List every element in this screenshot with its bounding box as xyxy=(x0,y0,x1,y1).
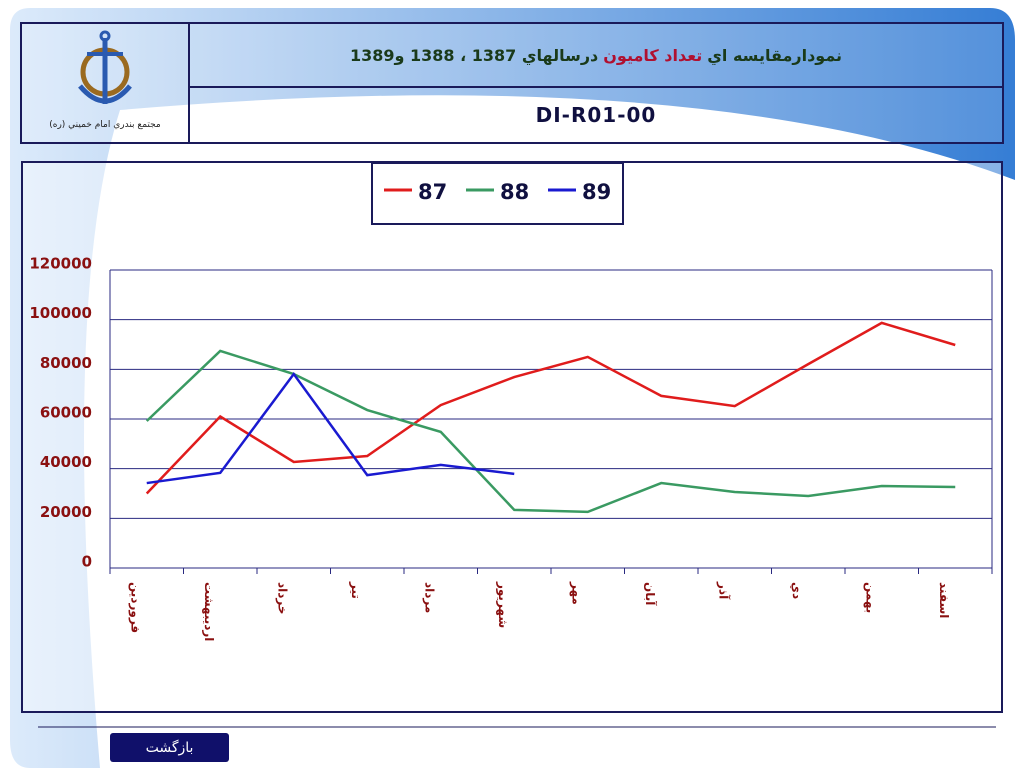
logo: مجتمع بندري امام خميني (ره) xyxy=(22,24,190,142)
legend-label: 87 xyxy=(418,180,447,204)
x-tick-label: بهمن xyxy=(863,582,877,613)
x-tick-label: دي xyxy=(790,582,804,599)
x-tick-label: مرداد xyxy=(422,582,436,613)
header: مجتمع بندري امام خميني (ره) نمودارمقايسه… xyxy=(20,22,1004,144)
series-line xyxy=(145,349,956,514)
chart-frame xyxy=(21,161,1003,713)
legend-label: 88 xyxy=(500,180,529,204)
logo-icon xyxy=(78,30,132,104)
x-tick-label: ارديبهشت xyxy=(202,582,216,641)
logo-caption: مجتمع بندري امام خميني (ره) xyxy=(49,120,161,130)
title-part: تعداد كاميون xyxy=(603,45,703,65)
y-tick-label: 0 xyxy=(82,553,92,571)
y-tick-label: 100000 xyxy=(29,304,92,322)
legend-label: 89 xyxy=(582,180,611,204)
x-tick-label: فروردين xyxy=(127,582,142,633)
back-button[interactable]: بازگشت xyxy=(110,733,229,762)
title-part: درسالهاي 1387 ، 1388 و1389 xyxy=(349,45,599,65)
x-tick-label: مهر xyxy=(569,581,583,605)
y-tick-label: 80000 xyxy=(40,354,92,372)
y-tick-label: 40000 xyxy=(40,453,92,471)
x-tick-label: شهريور xyxy=(495,581,510,628)
series-line xyxy=(146,371,515,485)
x-tick-label: تير xyxy=(349,581,363,599)
legend-box xyxy=(371,162,624,225)
title: نمودارمقايسه اي تعداد كاميون درسالهاي 13… xyxy=(190,24,1002,88)
y-tick-label: 60000 xyxy=(40,404,92,422)
x-tick-label: آذر xyxy=(716,581,731,600)
x-tick-label: آبان xyxy=(643,582,658,606)
series-line xyxy=(145,321,956,495)
x-tick-label: اسفند xyxy=(937,582,951,618)
x-tick-label: خرداد xyxy=(275,582,289,615)
title-part: نمودارمقايسه اي xyxy=(707,45,843,65)
y-tick-label: 120000 xyxy=(29,255,92,273)
y-tick-label: 20000 xyxy=(40,503,92,521)
doc-code: DI-R01-00 xyxy=(535,103,657,127)
